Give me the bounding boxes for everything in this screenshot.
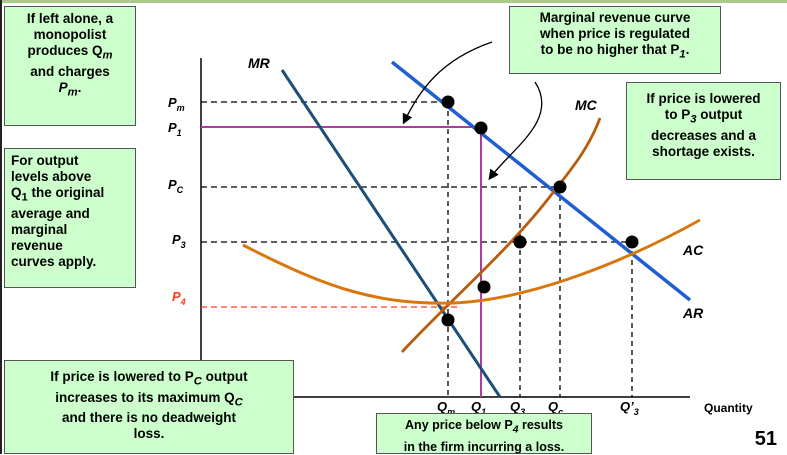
point-pc-qc bbox=[553, 180, 567, 194]
point-mr-mc bbox=[441, 313, 455, 327]
p4-label: P4 bbox=[172, 289, 186, 307]
p3-label: P3 bbox=[172, 232, 186, 250]
p1-label: P1 bbox=[168, 120, 182, 138]
arrow-to-p1-line bbox=[402, 41, 493, 125]
point-p3-q3 bbox=[513, 235, 527, 249]
note-regulated-mr: Marginal revenue curve when price is reg… bbox=[509, 6, 721, 74]
left-rule bbox=[0, 0, 2, 454]
point-p1-q1 bbox=[474, 121, 488, 135]
mr-label: MR bbox=[248, 55, 271, 71]
slide-number: 51 bbox=[754, 428, 777, 450]
ac-curve bbox=[242, 218, 701, 305]
ac-label: AC bbox=[682, 242, 704, 258]
note-below-p4: Any price below P4 results in the firm i… bbox=[376, 413, 592, 454]
q3-label: Q3 bbox=[510, 399, 525, 417]
p1-price-ceiling-line bbox=[201, 126, 482, 397]
q1-label: Q1 bbox=[471, 399, 486, 417]
ar-label: AR bbox=[682, 305, 704, 321]
point-pm-qm bbox=[441, 95, 455, 109]
mc-curve bbox=[400, 117, 602, 353]
pm-label: Pm bbox=[168, 95, 185, 113]
quantity-axis-label: Quantity bbox=[704, 401, 753, 415]
note-above-q1: For output levels above Q1 the original … bbox=[4, 148, 136, 288]
note-monopolist: If left alone, a monopolist produces Qm … bbox=[4, 6, 136, 126]
mc-label: MC bbox=[575, 97, 598, 113]
note-pc: If price is lowered to PC output increas… bbox=[4, 360, 294, 454]
note-shortage: If price is lowered to P3 output decreas… bbox=[626, 82, 781, 180]
mr-curve bbox=[280, 69, 502, 398]
q3prime-label: Q’3 bbox=[620, 399, 639, 417]
qm-label: Qm bbox=[437, 399, 455, 417]
point-p4 bbox=[477, 280, 491, 294]
qc-label: Qc bbox=[548, 399, 563, 417]
point-p3-q3prime bbox=[625, 235, 639, 249]
arrow-to-ar-segment bbox=[488, 81, 543, 181]
pc-label: PC bbox=[168, 177, 184, 195]
top-accent-bar bbox=[0, 0, 787, 3]
